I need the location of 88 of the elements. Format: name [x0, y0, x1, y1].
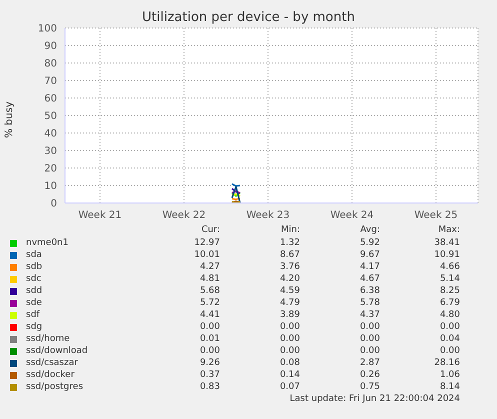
text: 0.00: [358, 346, 380, 356]
text: 5.78: [358, 298, 380, 308]
text: 10.01: [193, 250, 220, 260]
legend-label: ssd/home: [25, 334, 71, 344]
text: 4.41: [198, 310, 220, 320]
legend-label: ssd/download: [25, 346, 89, 356]
text: 0.37: [198, 370, 220, 380]
text: 3.89: [278, 310, 300, 320]
text: 0.00: [278, 334, 300, 344]
legend-label: sdb: [25, 262, 44, 272]
legend-label: sdd: [25, 286, 44, 296]
text: 9.67: [358, 250, 380, 260]
text: Last update: Fri Jun 21 22:00:04 2024: [288, 394, 460, 404]
text: 4.79: [278, 298, 300, 308]
y-tick-label: 80: [44, 58, 57, 70]
text: 8.25: [438, 286, 460, 296]
text: 0.08: [278, 358, 300, 368]
y-axis-title: % busy: [4, 102, 15, 138]
text: 0.75: [358, 382, 380, 392]
text: 0.00: [358, 322, 380, 332]
text: 12.97: [193, 238, 220, 248]
legend-label: sdc: [25, 274, 42, 284]
text: 4.66: [438, 262, 460, 272]
text: 0.00: [438, 322, 460, 332]
text: Max:: [437, 225, 460, 237]
x-tick-label: Week 23: [246, 210, 290, 222]
text: 3.76: [278, 262, 300, 272]
text: Avg:: [359, 225, 380, 237]
legend-label: sde: [25, 298, 43, 308]
text: 2.87: [358, 358, 380, 368]
text: 5.72: [198, 298, 220, 308]
x-tick-label: Week 25: [414, 210, 458, 222]
text: 4.20: [278, 274, 300, 284]
y-tick-label: 70: [44, 76, 57, 88]
legend-label: ssd/csaszar: [25, 358, 79, 368]
text: 28.16: [433, 358, 460, 368]
y-tick-label: 0: [50, 198, 57, 210]
text: 0.00: [198, 322, 220, 332]
text: 4.17: [358, 262, 380, 272]
text: 0.00: [198, 346, 220, 356]
text: 4.81: [198, 274, 220, 284]
x-tick-label: Week 21: [78, 210, 122, 222]
chart-title: Utilization per device - by month: [141, 10, 356, 25]
text: 0.14: [278, 370, 300, 380]
text: 8.14: [438, 382, 460, 392]
text: Min:: [280, 225, 300, 237]
legend-label: nvme0n1: [25, 238, 70, 248]
text: 4.27: [198, 262, 220, 272]
y-tick-label: 90: [44, 41, 57, 52]
text: 9.26: [198, 358, 220, 368]
text: Cur:: [200, 225, 220, 237]
text: 4.37: [358, 310, 380, 320]
text: 1.06: [438, 370, 460, 380]
text: 0.00: [358, 334, 380, 344]
y-tick-label: 30: [44, 146, 57, 158]
text: 0.01: [198, 334, 220, 344]
legend-label: ssd/docker: [25, 370, 76, 380]
text: 10.91: [433, 250, 460, 260]
y-tick-label: 10: [44, 181, 57, 192]
text: 0.07: [278, 382, 300, 392]
text: 0.00: [438, 346, 460, 356]
legend-label: sda: [25, 250, 43, 260]
text: 8.67: [278, 250, 300, 260]
text: 0.00: [278, 346, 300, 356]
text: 4.67: [358, 274, 380, 284]
text: 6.79: [438, 298, 460, 308]
legend-label: sdf: [25, 310, 41, 320]
legend-label: sdg: [25, 322, 44, 332]
text: 0.26: [358, 370, 380, 380]
text: 5.92: [358, 238, 380, 248]
y-tick-label: 50: [44, 111, 57, 122]
text: 0.00: [278, 322, 300, 332]
text: 5.68: [198, 286, 220, 296]
text: 4.59: [278, 286, 300, 296]
y-tick-label: 100: [38, 24, 57, 35]
text: 0.04: [438, 334, 460, 344]
y-tick-label: 60: [44, 94, 57, 105]
text: 6.38: [358, 286, 380, 296]
text: 0.83: [198, 382, 220, 392]
y-tick-label: 40: [44, 128, 57, 140]
y-tick-label: 20: [44, 164, 57, 175]
text: 5.14: [438, 274, 460, 284]
text: 1.32: [278, 238, 300, 248]
x-tick-label: Week 24: [330, 210, 374, 222]
text: 38.41: [433, 238, 460, 248]
legend-label: ssd/postgres: [25, 382, 84, 392]
x-tick-label: Week 22: [162, 210, 206, 222]
text: 4.80: [438, 310, 460, 320]
